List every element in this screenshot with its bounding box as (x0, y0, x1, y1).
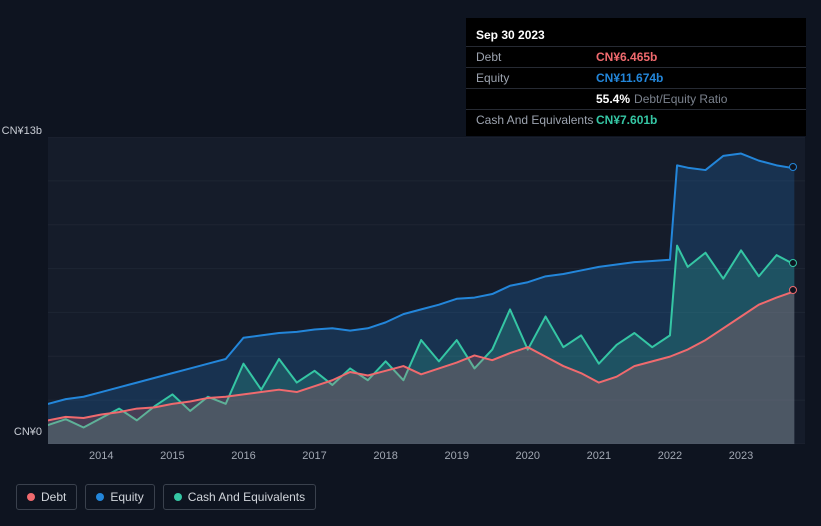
legend-label-debt: Debt (41, 490, 66, 504)
legend-item-equity[interactable]: Equity (85, 484, 154, 510)
chart-svg (48, 137, 805, 444)
info-row-debt: Debt CN¥6.465b (466, 46, 806, 67)
xaxis-tick: 2014 (89, 450, 113, 462)
cash-legend-dot (174, 493, 182, 501)
xaxis-tick: 2021 (587, 450, 611, 462)
legend: Debt Equity Cash And Equivalents (16, 484, 316, 510)
xaxis-tick: 2017 (302, 450, 326, 462)
info-hover-box: Sep 30 2023 Debt CN¥6.465b Equity CN¥11.… (466, 18, 806, 136)
info-row-equity: Equity CN¥11.674b (466, 67, 806, 88)
yaxis-top-label: CN¥13b (0, 125, 46, 137)
info-date: Sep 30 2023 (466, 24, 806, 46)
xaxis-tick: 2018 (373, 450, 397, 462)
info-value-equity: CN¥11.674b (596, 71, 663, 85)
info-value-cash: CN¥7.601b (596, 113, 657, 127)
yaxis-bottom-label: CN¥0 (0, 426, 46, 438)
xaxis-tick: 2023 (729, 450, 753, 462)
xaxis-tick: 2016 (231, 450, 255, 462)
xaxis-tick: 2015 (160, 450, 184, 462)
ratio-label: Debt/Equity Ratio (634, 92, 727, 106)
ratio-value: 55.4% (596, 92, 630, 106)
xaxis-tick: 2019 (444, 450, 468, 462)
info-value-debt: CN¥6.465b (596, 50, 657, 64)
chart-area[interactable] (48, 137, 805, 444)
info-label-ratio-spacer (476, 92, 596, 106)
debt-legend-dot (27, 493, 35, 501)
xaxis-tick: 2022 (658, 450, 682, 462)
info-row-cash: Cash And Equivalents CN¥7.601b (466, 109, 806, 130)
info-label-debt: Debt (476, 50, 596, 64)
equity-legend-dot (96, 493, 104, 501)
info-row-ratio: 55.4% Debt/Equity Ratio (466, 88, 806, 109)
legend-label-equity: Equity (110, 490, 143, 504)
xaxis-tick: 2020 (516, 450, 540, 462)
info-label-cash: Cash And Equivalents (476, 113, 596, 127)
legend-item-debt[interactable]: Debt (16, 484, 77, 510)
legend-item-cash[interactable]: Cash And Equivalents (163, 484, 316, 510)
info-value-ratio: 55.4% Debt/Equity Ratio (596, 92, 727, 106)
info-label-equity: Equity (476, 71, 596, 85)
xaxis: 2014 2015 2016 2017 2018 2019 2020 2021 2022 2023 (48, 450, 805, 468)
legend-label-cash: Cash And Equivalents (188, 490, 305, 504)
